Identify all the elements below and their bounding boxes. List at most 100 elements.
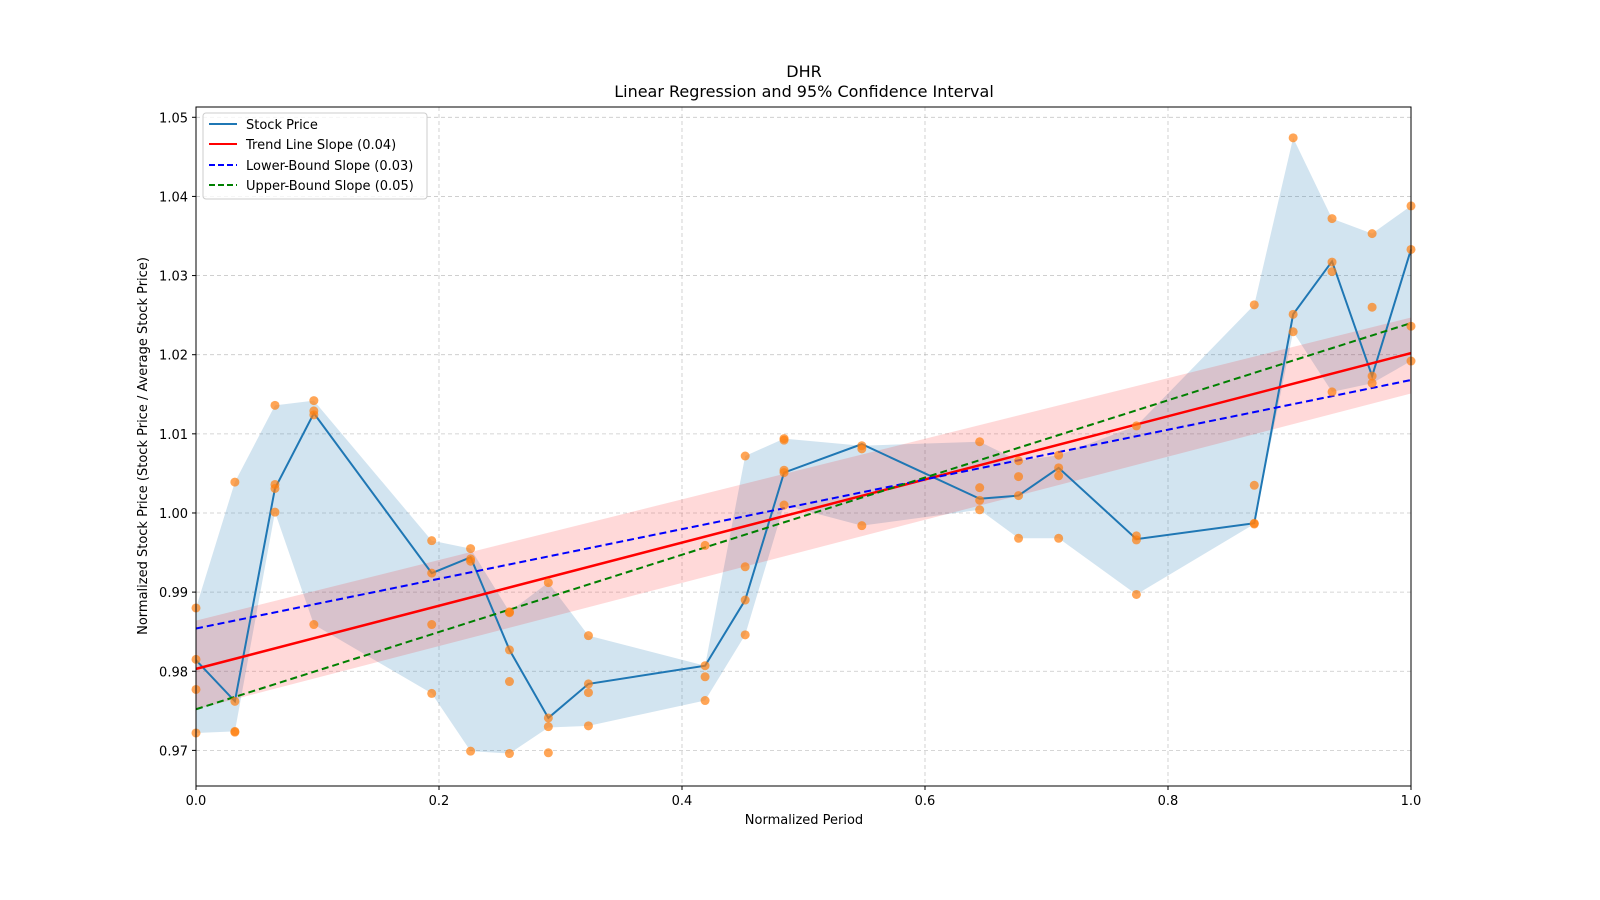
scatter-point [700,696,710,706]
scatter-point [466,556,476,566]
scatter-point [1327,214,1337,224]
scatter-point [309,410,319,420]
scatter-point [1367,378,1377,388]
scatter-point [975,505,985,515]
scatter-point [700,672,710,682]
scatter-points [191,133,1416,759]
x-tick-label: 0.4 [672,794,693,809]
y-tick-label: 0.98 [159,665,188,680]
scatter-point [1014,472,1024,482]
legend: Stock Price Trend Line Slope (0.04) Lowe… [202,112,428,200]
scatter-point [504,645,514,655]
scatter-point [1288,309,1298,319]
scatter-point [270,483,280,493]
scatter-point [1014,533,1024,543]
scatter-point [427,620,437,630]
y-tick-label: 1.02 [159,349,188,364]
scatter-point [1327,267,1337,277]
scatter-point [1367,371,1377,381]
scatter-point [230,477,240,487]
scatter-point [583,679,593,689]
legend-label-upper-bound: Upper-Bound Slope (0.05) [246,179,414,194]
scatter-point [1327,257,1337,267]
scatter-point [1054,471,1064,481]
scatter-point [1054,463,1064,473]
y-tick-label: 1.04 [159,190,188,205]
x-tick-label: 0.2 [429,794,450,809]
stock-price-line [195,249,1412,720]
scatter-point [466,746,476,756]
y-tick-label: 0.97 [159,744,188,759]
y-tick-label: 1.00 [159,507,188,522]
y-axis-label: Normalized Stock Price (Stock Price / Av… [136,257,151,635]
scatter-point [740,630,750,640]
y-tick-label: 1.05 [159,111,188,126]
scatter-point [779,468,789,478]
scatter-point [1249,480,1259,490]
x-tick-label: 0.6 [915,794,936,809]
scatter-point [1054,533,1064,543]
scatter-point [504,608,514,618]
x-axis: 0.0 0.2 0.4 0.6 0.8 1.0 [186,786,1422,809]
scatter-point [1131,421,1141,431]
scatter-point [466,544,476,554]
lower-bound-line [195,379,1412,630]
scatter-point [543,748,553,758]
scatter-point [1327,387,1337,397]
scatter-point [975,483,985,493]
scatter-point [583,721,593,731]
x-tick-label: 1.0 [1401,794,1422,809]
scatter-point [427,568,437,578]
scatter-point [1288,133,1298,143]
scatter-point [583,631,593,641]
stock-price-band [196,137,1411,754]
scatter-point [740,595,750,605]
plot-frame [195,106,1412,787]
scatter-point [583,688,593,698]
y-tick-label: 1.03 [159,270,188,285]
legend-label-trend-line: Trend Line Slope (0.04) [245,138,396,153]
scatter-point [1014,491,1024,501]
chart-title: DHR [786,62,821,81]
scatter-point [543,578,553,588]
scatter-point [1367,302,1377,312]
x-tick-label: 0.8 [1158,794,1179,809]
bands [196,137,1411,754]
scatter-point [857,521,867,531]
scatter-point [309,620,319,630]
scatter-point [543,713,553,723]
scatter-point [270,507,280,517]
scatter-point [740,562,750,572]
scatter-point [309,396,319,406]
scatter-point [504,677,514,687]
scatter-point [230,696,240,706]
scatter-point [504,749,514,759]
scatter-point [779,435,789,445]
x-tick-label: 0.0 [186,794,207,809]
scatter-point [427,536,437,546]
lines [195,249,1412,720]
chart-subtitle: Linear Regression and 95% Confidence Int… [614,82,994,101]
scatter-point [700,540,710,550]
trend-line [195,351,1412,671]
scatter-point [1054,450,1064,460]
scatter-point [857,444,867,454]
scatter-point [779,500,789,510]
x-axis-label: Normalized Period [745,813,863,828]
scatter-point [270,400,280,410]
scatter-point [700,661,710,671]
scatter-point [543,722,553,732]
scatter-point [975,495,985,505]
scatter-point [1249,519,1259,529]
legend-box [202,112,428,200]
scatter-point [1288,327,1298,337]
scatter-point [1367,229,1377,239]
scatter-point [427,688,437,698]
y-tick-label: 0.99 [159,586,188,601]
scatter-point [740,451,750,461]
trend-confidence-band [196,317,1411,710]
scatter-point [975,437,985,447]
y-tick-label: 1.01 [159,428,188,443]
y-axis: 0.97 0.98 0.99 1.00 1.01 1.02 1.03 1.04 1.05 [159,111,196,759]
scatter-point [1131,535,1141,545]
